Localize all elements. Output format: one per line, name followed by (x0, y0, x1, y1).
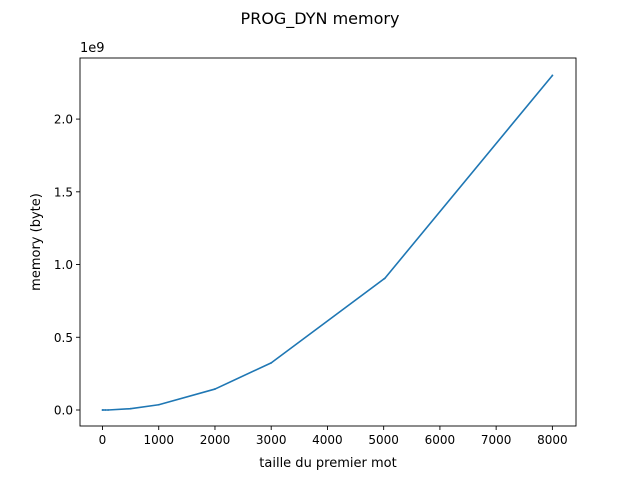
data-point (214, 388, 216, 390)
y-tick-label: 1.0 (54, 258, 73, 272)
plot-area (79, 57, 577, 427)
data-point (104, 409, 107, 411)
x-tick-label: 3000 (256, 433, 287, 447)
x-tick-label: 1000 (143, 433, 174, 447)
y-tick-label: 2.0 (54, 113, 73, 127)
y-axis-offset-label: 1e9 (80, 41, 105, 56)
data-point (157, 403, 160, 406)
y-tick-label: 0.5 (54, 331, 73, 345)
x-axis-label: taille du premier mot (259, 456, 396, 471)
y-tick-label: 1.5 (54, 185, 73, 199)
x-tick-label: 6000 (425, 433, 456, 447)
x-axis: 0 1000 2000 3000 4000 5000 6000 7000 8000 (99, 426, 568, 447)
x-tick-label: 4000 (312, 433, 343, 447)
y-axis-label: memory (byte) (29, 193, 44, 291)
x-tick-label: 8000 (537, 433, 568, 447)
plot-frame (79, 57, 577, 427)
x-tick-label: 2000 (200, 433, 231, 447)
series-line-0 (101, 74, 554, 411)
data-point (551, 74, 554, 77)
data-point (129, 407, 132, 410)
x-tick-label: 7000 (481, 433, 512, 447)
chart-title: PROG_DYN memory (241, 9, 400, 29)
x-tick-label: 0 (99, 433, 107, 447)
data-point (107, 409, 110, 411)
y-tick-label: 0.0 (54, 404, 73, 418)
data-point (270, 361, 273, 364)
y-axis: 0.0 0.5 1.0 1.5 2.0 (54, 113, 80, 418)
x-tick-label: 5000 (368, 433, 399, 447)
data-point (102, 409, 104, 411)
data-point (383, 277, 386, 280)
